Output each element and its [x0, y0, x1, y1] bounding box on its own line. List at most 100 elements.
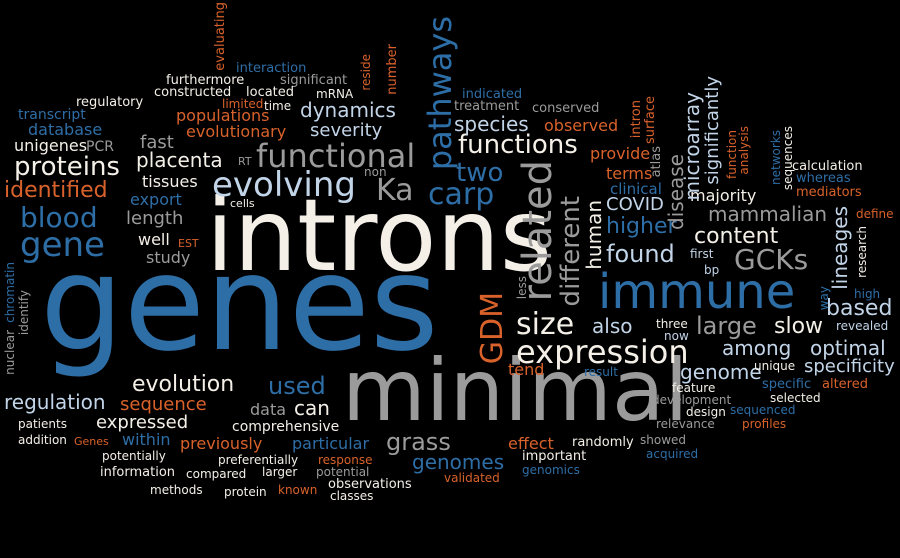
word-time: time [264, 99, 292, 113]
word-altered: altered [822, 377, 868, 392]
word-populations: populations [176, 106, 270, 125]
word-atlas: atlas [649, 146, 664, 178]
word-previously: previously [180, 434, 263, 453]
word-identified: identified [4, 178, 108, 203]
word-found: found [606, 240, 675, 268]
word-treatment: treatment [454, 99, 520, 114]
word-randomly: randomly [572, 435, 634, 450]
word-research: research [855, 226, 869, 278]
word-different: different [556, 196, 586, 307]
word-evolving: evolving [212, 165, 356, 205]
word-selected: selected [770, 391, 821, 405]
word-nuclear: nuclear [3, 330, 17, 375]
word-higher: higher [606, 214, 677, 239]
word-severity: severity [310, 120, 383, 141]
word-pathways: pathways [421, 16, 459, 171]
word-two: two [456, 158, 504, 188]
word-revealed: revealed [836, 319, 889, 333]
word-compared: compared [186, 467, 247, 481]
word-database: database [28, 120, 103, 139]
word-result: result [584, 365, 618, 379]
word-observed: observed [544, 116, 619, 135]
word-genomes: genomes [412, 450, 505, 474]
word-tend: tend [508, 360, 545, 379]
word-genes: genes [40, 227, 439, 381]
word-relevance: relevance [656, 417, 715, 431]
word-ka: Ka [376, 173, 414, 208]
word-profiles: profiles [742, 417, 787, 431]
word-tissues: tissues [142, 172, 198, 191]
word-immune: immune [598, 264, 796, 320]
word-provide: provide [590, 144, 651, 163]
word-among: among [722, 336, 792, 360]
word-content: content [694, 224, 779, 249]
word-lineages: lineages [828, 206, 852, 290]
word-fast: fast [140, 132, 174, 153]
word-data: data [250, 400, 287, 419]
word-analysis: analysis [737, 126, 751, 175]
word-response: response [318, 453, 373, 467]
word-three: three [656, 317, 688, 331]
word-potential: potential [316, 465, 370, 479]
word-pcr: PCR [86, 139, 114, 155]
word-microarray: microarray [680, 92, 704, 201]
word-introns: introns [206, 177, 552, 294]
word-genomics: genomics [522, 463, 580, 477]
word-significant: significant [280, 73, 348, 88]
word-functional: functional [256, 137, 416, 175]
word-bp: bp [704, 263, 720, 277]
word-study: study [146, 248, 191, 267]
word-size: size [516, 307, 575, 342]
word-comprehensive: comprehensive [232, 419, 340, 435]
word-used: used [268, 372, 326, 400]
word-intron: intron [629, 100, 644, 139]
word-covid: COVID [606, 194, 664, 215]
word-interaction: interaction [236, 61, 307, 76]
word-whereas: whereas [796, 171, 851, 186]
word-minimal: minimal [342, 341, 689, 441]
word-first: first [690, 247, 714, 261]
word-chromatin: chromatin [3, 262, 17, 323]
word-non: non [364, 165, 387, 179]
word-human: human [582, 200, 606, 270]
word-grass: grass [386, 428, 451, 456]
word-majority: majority [690, 186, 757, 205]
word-optimal: optimal [810, 336, 886, 360]
word-within: within [122, 430, 171, 449]
word-constructed: constructed [154, 85, 232, 100]
word-number: number [385, 44, 400, 95]
word-species: species [454, 112, 529, 136]
word-gdm: GDM [475, 292, 510, 365]
word-feature: feature [672, 381, 716, 395]
word-terms: terms [606, 164, 653, 183]
word-high: high [854, 287, 881, 301]
word-export: export [130, 190, 182, 209]
word-expressed: expressed [96, 412, 189, 433]
word-information: information [100, 465, 176, 480]
word-evaluating: evaluating [213, 2, 228, 71]
word-patients: patients [18, 417, 67, 431]
word-transcript: transcript [18, 107, 86, 123]
word-particular: particular [292, 434, 370, 453]
word-mediators: mediators [796, 185, 862, 200]
word-addition: addition [18, 433, 67, 447]
word-evolutionary: evolutionary [186, 122, 287, 141]
word-reside: reside [359, 54, 373, 91]
word-unigenes: unigenes [14, 136, 88, 155]
word-proteins: proteins [14, 152, 120, 182]
word-large: large [696, 312, 757, 340]
word-design: design [686, 405, 726, 419]
word-less: less [515, 276, 529, 300]
word-sequences: sequences [781, 126, 795, 191]
word-known: known [278, 483, 318, 497]
word-limited: limited [222, 97, 264, 111]
word-specificity: specificity [804, 356, 895, 377]
word-rt: RT [238, 155, 252, 168]
word-surface: surface [643, 96, 658, 145]
word-define: define [856, 207, 894, 221]
word-development: development [652, 393, 732, 407]
word-dynamics: dynamics [300, 98, 396, 122]
word-placenta: placenta [136, 148, 223, 172]
word-length: length [126, 208, 184, 229]
